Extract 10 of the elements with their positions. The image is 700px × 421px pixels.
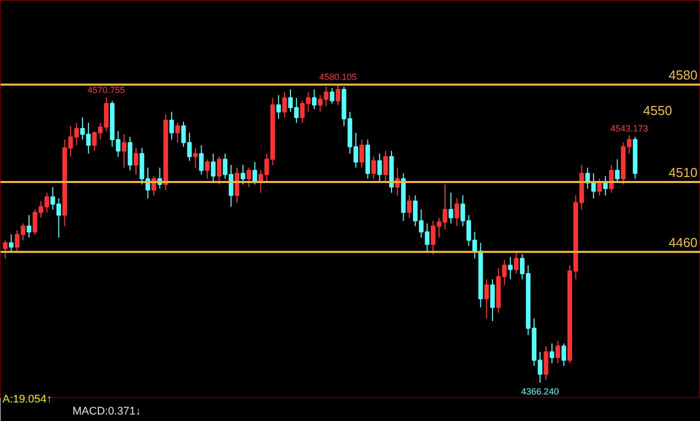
annotation: 4543.173 (610, 123, 648, 134)
annotation: 4366.240 (521, 386, 559, 397)
text: A:19.054↑ (2, 394, 52, 406)
text: 4550 (643, 102, 672, 118)
text: 4510 (668, 164, 698, 180)
text: 4460 (668, 234, 698, 250)
text: MACD:0.371↓ (72, 406, 141, 418)
annotation: 4570.755 (88, 85, 126, 96)
annotation: 4580.105 (319, 72, 357, 82)
text: 4580 (668, 68, 698, 83)
